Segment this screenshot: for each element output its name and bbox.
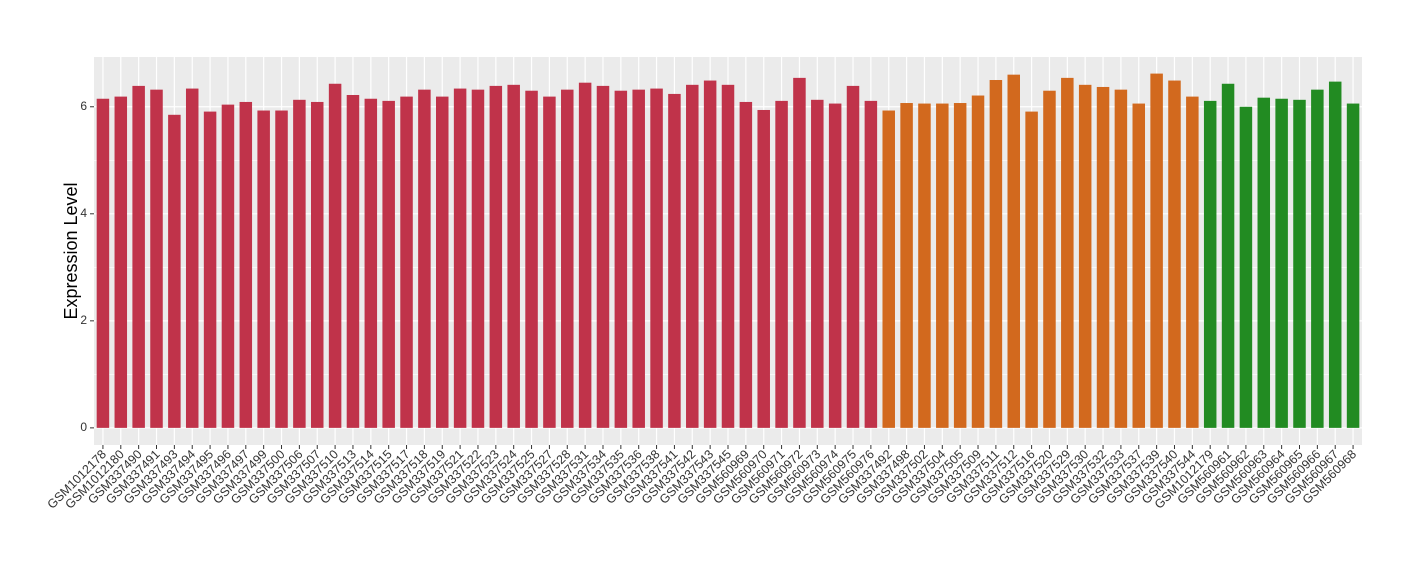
bar [489, 85, 503, 428]
bar [882, 110, 895, 428]
bar [185, 88, 199, 428]
bar [1186, 96, 1199, 428]
bar [936, 103, 949, 428]
bar [1150, 73, 1163, 428]
bar [328, 83, 342, 428]
bar [382, 100, 395, 428]
bar [989, 80, 1003, 428]
bar [775, 100, 788, 428]
bar [900, 103, 913, 428]
y-tick-label: 6 [80, 99, 87, 113]
bar [453, 88, 467, 428]
bar [828, 103, 842, 428]
bar [1275, 98, 1288, 428]
bar [1132, 103, 1146, 428]
bar [561, 89, 574, 428]
bar [310, 101, 324, 428]
bar [471, 89, 485, 428]
y-tick-label: 0 [80, 420, 87, 434]
bar [1078, 84, 1092, 428]
bar [1043, 90, 1056, 428]
bar [507, 84, 520, 428]
bar [1168, 80, 1181, 428]
bar [1061, 77, 1074, 428]
bar [275, 110, 288, 428]
bar [114, 96, 128, 428]
bar [1221, 83, 1235, 428]
bar [614, 90, 628, 428]
bar [1007, 74, 1020, 428]
bar [525, 90, 538, 428]
bar [953, 103, 967, 428]
bar [578, 82, 592, 428]
bar [1239, 106, 1253, 428]
bar [846, 85, 860, 428]
bar [686, 84, 699, 428]
bar [1114, 89, 1128, 428]
bar [150, 89, 163, 428]
bar [757, 109, 770, 428]
bar [1203, 100, 1217, 428]
bar [739, 101, 753, 428]
bar [1311, 89, 1324, 428]
bar [650, 88, 663, 428]
y-tick-label: 2 [80, 313, 87, 327]
bar [543, 96, 556, 428]
bar [596, 85, 610, 428]
bar [257, 110, 270, 428]
bar [132, 85, 145, 428]
bar [1257, 97, 1271, 428]
bar [971, 95, 985, 428]
bar [96, 98, 110, 428]
bar [400, 96, 413, 428]
bar [1025, 111, 1038, 428]
bar [168, 114, 181, 428]
bar [436, 96, 449, 428]
bar [864, 100, 878, 428]
bar [203, 111, 217, 428]
bar [1328, 81, 1342, 428]
bar [346, 94, 360, 428]
bar [364, 98, 378, 428]
bar [221, 104, 235, 428]
bar [418, 89, 431, 428]
bar [721, 84, 735, 428]
bar [918, 103, 931, 428]
bar [793, 77, 806, 428]
bar [1096, 86, 1110, 428]
bar [1293, 99, 1306, 428]
bar [668, 93, 681, 428]
bar [632, 89, 645, 428]
bar [1346, 103, 1360, 428]
y-tick-label: 4 [80, 206, 87, 220]
y-axis-title: Expression Level [61, 182, 81, 319]
bar [293, 99, 306, 428]
bar [703, 80, 717, 428]
bar [811, 99, 824, 428]
bar [239, 101, 253, 428]
